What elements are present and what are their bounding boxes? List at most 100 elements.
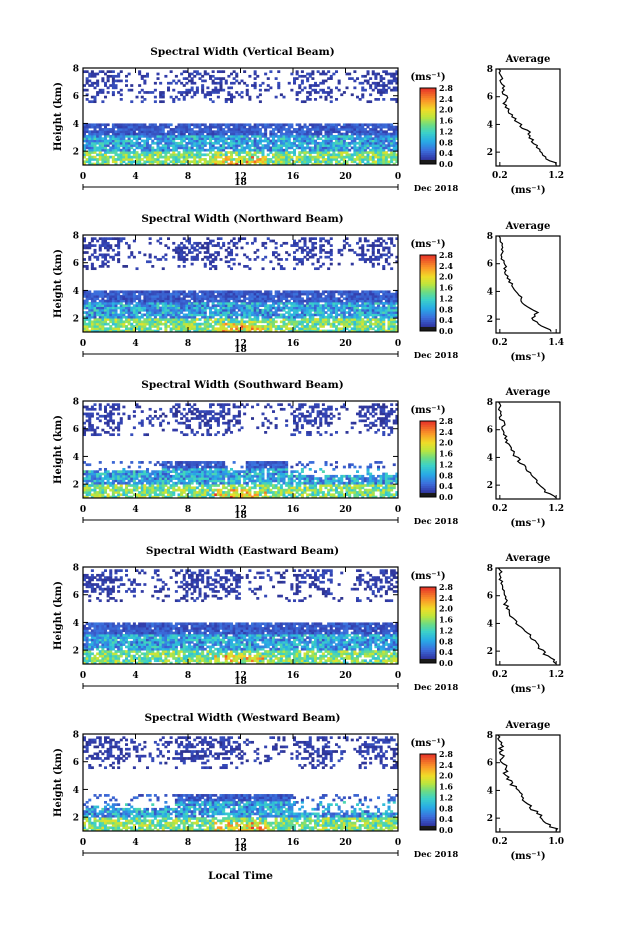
heatmap-cell bbox=[324, 160, 328, 164]
heatmap-cell bbox=[167, 151, 171, 154]
heatmap-cell bbox=[379, 77, 383, 80]
heatmap-cell bbox=[219, 146, 223, 150]
heatmap-cell bbox=[287, 151, 291, 154]
heatmap-cell bbox=[371, 128, 375, 131]
heatmap-cell bbox=[335, 301, 339, 305]
heatmap-cell bbox=[282, 322, 286, 326]
heatmap-cell bbox=[114, 130, 118, 134]
heatmap-cell bbox=[122, 160, 126, 164]
heatmap-cell bbox=[290, 132, 294, 136]
heatmap-cell bbox=[117, 146, 121, 150]
heatmap-cell bbox=[298, 146, 302, 150]
heatmap-cell bbox=[272, 301, 276, 305]
heatmap-cell bbox=[395, 255, 399, 259]
heatmap-cell bbox=[151, 139, 155, 143]
heatmap-cell bbox=[314, 146, 318, 150]
heatmap-cell bbox=[251, 144, 255, 147]
heatmap-cell bbox=[395, 86, 399, 90]
heatmap-cell bbox=[96, 130, 100, 134]
heatmap-cell bbox=[227, 304, 231, 307]
heatmap-cell bbox=[319, 295, 323, 298]
heatmap-cell bbox=[243, 151, 247, 154]
heatmap-cell bbox=[279, 315, 283, 319]
heatmap-cell bbox=[335, 148, 339, 152]
heatmap-cell bbox=[269, 311, 273, 314]
heatmap-cell bbox=[146, 125, 150, 129]
heatmap-cell bbox=[237, 158, 241, 161]
heatmap-cell bbox=[111, 292, 115, 296]
heatmap-cell bbox=[109, 329, 113, 333]
heatmap-cell bbox=[345, 311, 349, 314]
heatmap-cell bbox=[253, 299, 257, 303]
heatmap-cell bbox=[261, 258, 265, 261]
heatmap-cell bbox=[392, 146, 396, 150]
heatmap-cell bbox=[256, 146, 260, 150]
heatmap-cell bbox=[109, 134, 113, 138]
heatmap-cell bbox=[188, 146, 192, 150]
heatmap-cell bbox=[237, 304, 241, 307]
heatmap-cell bbox=[156, 141, 160, 145]
heatmap-cell bbox=[211, 88, 215, 92]
heatmap-cell bbox=[342, 325, 346, 328]
heatmap-cell bbox=[132, 132, 136, 136]
heatmap-cell bbox=[293, 292, 297, 296]
heatmap-cell bbox=[363, 299, 367, 303]
heatmap-cell bbox=[93, 327, 97, 331]
heatmap-cell bbox=[138, 318, 142, 321]
heatmap-cell bbox=[356, 311, 360, 314]
heatmap-cell bbox=[377, 301, 381, 305]
heatmap-cell bbox=[303, 325, 307, 328]
heatmap-cell bbox=[227, 260, 231, 264]
heatmap-cell bbox=[227, 144, 231, 147]
heatmap-cell bbox=[153, 297, 157, 301]
heatmap-cell bbox=[185, 77, 189, 80]
heatmap-cell bbox=[316, 162, 320, 166]
heatmap-cell bbox=[169, 95, 173, 99]
average-y-tick-label: 6 bbox=[487, 93, 493, 103]
heatmap-cell bbox=[329, 95, 333, 99]
heatmap-cell bbox=[98, 290, 102, 294]
heatmap-cell bbox=[237, 148, 241, 152]
heatmap-cell bbox=[303, 327, 307, 331]
heatmap-cell bbox=[340, 162, 344, 166]
heatmap-cell bbox=[153, 151, 157, 154]
heatmap-cell bbox=[122, 128, 126, 131]
heatmap-cell bbox=[98, 130, 102, 134]
colorbar-frame bbox=[419, 254, 437, 332]
heatmap-cell bbox=[274, 295, 278, 298]
heatmap-cell bbox=[211, 311, 215, 314]
heatmap-cell bbox=[156, 148, 160, 152]
heatmap-cell bbox=[300, 258, 304, 261]
heatmap-cell bbox=[272, 148, 276, 152]
heatmap-cell bbox=[371, 144, 375, 147]
heatmap-cell bbox=[332, 72, 336, 76]
heatmap-cell bbox=[300, 246, 304, 250]
heatmap-cell bbox=[232, 290, 236, 294]
heatmap-cell bbox=[374, 72, 378, 76]
heatmap-cell bbox=[261, 308, 265, 312]
heatmap-cell bbox=[143, 304, 147, 307]
heatmap-cell bbox=[319, 239, 323, 243]
heatmap-cell bbox=[104, 72, 108, 76]
heatmap-cell bbox=[106, 130, 110, 134]
heatmap-cell bbox=[219, 144, 223, 147]
heatmap-cell bbox=[253, 304, 257, 307]
heatmap-cell bbox=[300, 308, 304, 312]
heatmap-cell bbox=[138, 320, 142, 324]
heatmap-cell bbox=[279, 141, 283, 145]
heatmap-cell bbox=[201, 128, 205, 131]
heatmap-cell bbox=[240, 162, 244, 166]
heatmap-cell bbox=[256, 144, 260, 147]
heatmap-cell bbox=[316, 137, 320, 140]
heatmap-cell bbox=[190, 246, 194, 250]
heatmap-cell bbox=[316, 155, 320, 159]
heatmap-cell bbox=[256, 255, 260, 259]
heatmap-cell bbox=[319, 244, 323, 247]
heatmap-cell bbox=[300, 160, 304, 164]
heatmap-cell bbox=[88, 292, 92, 296]
heatmap-cell bbox=[227, 246, 231, 250]
heatmap-cell bbox=[363, 329, 367, 333]
heatmap-cell bbox=[174, 329, 178, 333]
heatmap-cell bbox=[224, 308, 228, 312]
heatmap-cell bbox=[83, 315, 87, 319]
